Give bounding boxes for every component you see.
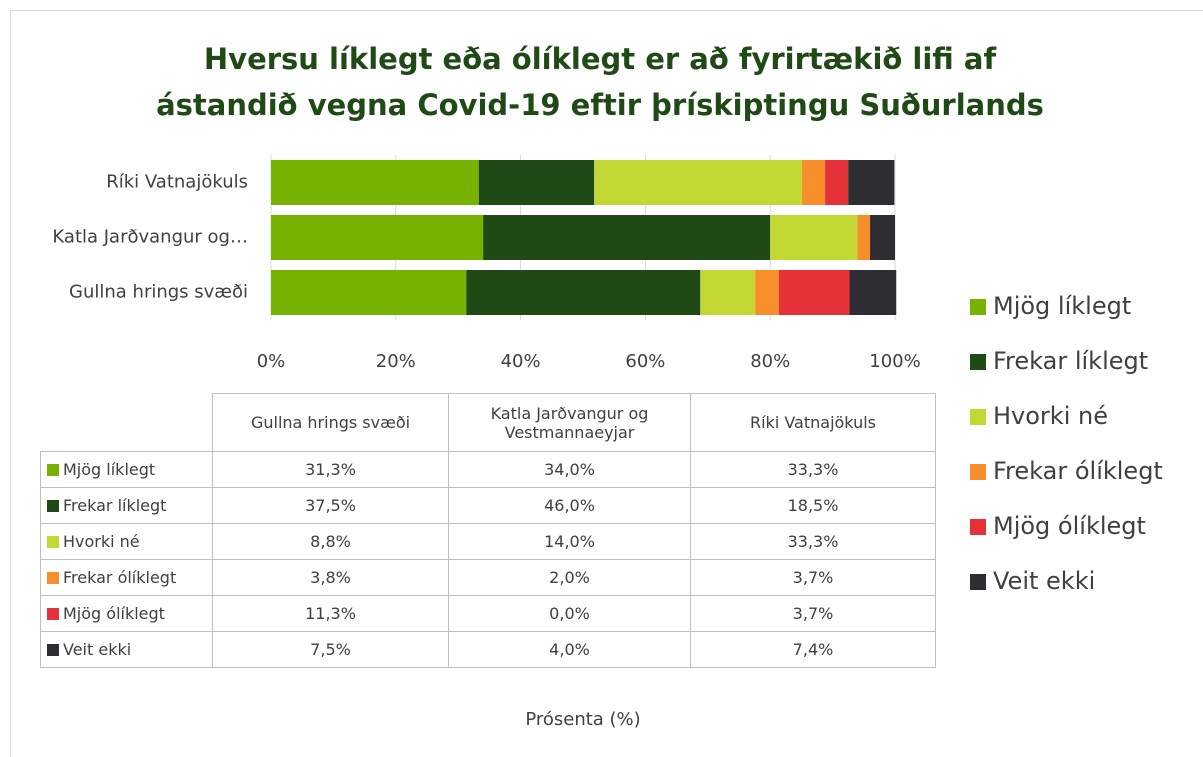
- table-row: Hvorki né 8,8% 14,0% 33,3%: [40, 523, 936, 560]
- table-header-row: Gullna hrings svæði Katla Jarðvangur og V…: [40, 393, 936, 452]
- series-name: Veit ekki: [63, 640, 132, 659]
- series-name: Mjög ólíklegt: [63, 604, 165, 623]
- table-cell: 7,4%: [690, 631, 936, 668]
- legend-key: [47, 644, 59, 656]
- table-cell: 3,7%: [690, 559, 936, 596]
- legend-label: Frekar ólíklegt: [993, 457, 1163, 485]
- table-cell: 11,3%: [212, 595, 449, 632]
- data-table: Gullna hrings svæði Katla Jarðvangur og V…: [40, 393, 936, 668]
- table-cell: 8,8%: [212, 523, 449, 560]
- table-cell: 14,0%: [448, 523, 691, 560]
- table-row: Frekar ólíklegt 3,8% 2,0% 3,7%: [40, 559, 936, 596]
- x-tick-label: 40%: [501, 351, 541, 372]
- bar-segment: [700, 270, 756, 315]
- bar-segment: [483, 215, 771, 260]
- table-cell: 18,5%: [690, 487, 936, 524]
- table-cell: 34,0%: [448, 451, 691, 488]
- table-column-header: Gullna hrings svæði: [212, 393, 449, 452]
- bar-segment: [271, 270, 467, 315]
- bar-segment: [802, 160, 826, 205]
- y-tick-label: Gullna hrings svæði: [69, 282, 248, 303]
- legend-label: Mjög ólíklegt: [993, 512, 1146, 540]
- table-cell: 3,8%: [212, 559, 449, 596]
- table-row: Mjög ólíklegt 11,3% 0,0% 3,7%: [40, 595, 936, 632]
- table-row-header: Frekar ólíklegt: [40, 559, 213, 596]
- table-cell: 3,7%: [690, 595, 936, 632]
- chart-title: Hversu líklegt eða ólíklegt er að fyrirt…: [156, 42, 1044, 122]
- legend-swatch: [970, 409, 986, 425]
- x-axis-label: Prósenta (%): [525, 709, 640, 730]
- x-tick-label: 80%: [750, 351, 790, 372]
- table-cell: 46,0%: [448, 487, 691, 524]
- series-name: Mjög líklegt: [63, 460, 156, 479]
- table-column-header: Katla Jarðvangur og Vestmannaeyjar: [448, 393, 691, 452]
- table-row-header: Frekar líklegt: [40, 487, 213, 524]
- series-name: Frekar líklegt: [63, 496, 167, 515]
- table-row: Veit ekki 7,5% 4,0% 7,4%: [40, 631, 936, 668]
- bar-segment: [594, 160, 803, 205]
- bar-segment: [466, 270, 701, 315]
- y-tick-label: Ríki Vatnajökuls: [106, 172, 248, 193]
- table-cell: 2,0%: [448, 559, 691, 596]
- legend-swatch: [970, 574, 986, 590]
- legend-label: Mjög líklegt: [993, 292, 1131, 320]
- bar-segment: [770, 215, 858, 260]
- legend-swatch: [970, 519, 986, 535]
- table-cell: 31,3%: [212, 451, 449, 488]
- legend-key: [47, 608, 59, 620]
- table-cell: 33,3%: [690, 451, 936, 488]
- legend-swatch: [970, 464, 986, 480]
- x-tick-label: 60%: [625, 351, 665, 372]
- table-row: Mjög líklegt 31,3% 34,0% 33,3%: [40, 451, 936, 488]
- legend-key: [47, 536, 59, 548]
- table-column-header: Ríki Vatnajökuls: [690, 393, 936, 452]
- bar-segment: [271, 215, 484, 260]
- series-name: Hvorki né: [63, 532, 140, 551]
- bar-segment: [271, 160, 479, 205]
- bar-segment: [857, 215, 871, 260]
- legend-label: Veit ekki: [993, 567, 1095, 595]
- legend-label: Frekar líklegt: [993, 347, 1148, 375]
- table-corner: [40, 393, 213, 452]
- series-name: Frekar ólíklegt: [63, 568, 177, 587]
- table-row: Frekar líklegt 37,5% 46,0% 18,5%: [40, 487, 936, 524]
- legend-key: [47, 572, 59, 584]
- legend-swatch: [970, 299, 986, 315]
- legend-swatch: [970, 354, 986, 370]
- table-row-header: Mjög líklegt: [40, 451, 213, 488]
- x-tick-label: 20%: [376, 351, 416, 372]
- chart-frame: [10, 10, 1203, 757]
- bar-segment: [825, 160, 849, 205]
- table-cell: 4,0%: [448, 631, 691, 668]
- table-cell: 7,5%: [212, 631, 449, 668]
- table-row-header: Hvorki né: [40, 523, 213, 560]
- legend-key: [47, 464, 59, 476]
- table-cell: 33,3%: [690, 523, 936, 560]
- legend-label: Hvorki né: [993, 402, 1108, 430]
- bar-segment: [755, 270, 779, 315]
- bar-segment: [778, 270, 850, 315]
- table-row-header: Mjög ólíklegt: [40, 595, 213, 632]
- x-tick-label: 100%: [869, 351, 920, 372]
- legend-key: [47, 500, 59, 512]
- table-row-header: Veit ekki: [40, 631, 213, 668]
- table-cell: 37,5%: [212, 487, 449, 524]
- x-tick-label: 0%: [257, 351, 286, 372]
- bar-segment: [848, 160, 895, 205]
- bar-segment: [870, 215, 895, 260]
- y-tick-label: Katla Jarðvangur og…: [52, 227, 248, 248]
- bar-segment: [478, 160, 595, 205]
- table-cell: 0,0%: [448, 595, 691, 632]
- bar-segment: [849, 270, 897, 315]
